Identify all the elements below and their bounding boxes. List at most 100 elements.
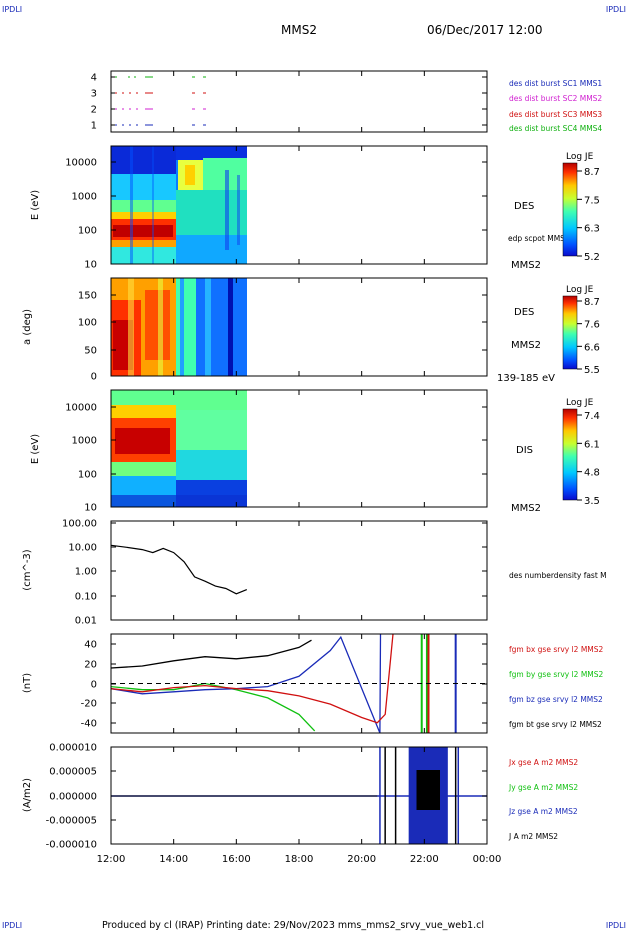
y-tick-label: 100.00	[62, 519, 97, 530]
corner-label-bottom-left: IPDLI	[2, 921, 23, 930]
heatmap-streak	[225, 170, 229, 250]
electron-energy-panel: 10000 1000 100 10 E (eV) DES edp scpot MMS2…	[30, 145, 600, 271]
magnetic-legend-by: fgm by gse srvy l2 MMS2	[509, 670, 604, 679]
magnetic-legend-bz: fgm bz gse srvy l2 MMS2	[509, 695, 603, 704]
current-lines	[111, 747, 487, 844]
burst-legend-mms1: des dist burst SC1 MMS1	[509, 79, 602, 88]
y-tick-label: 0.000000	[49, 792, 97, 803]
magnetic-ylabel: (nT)	[22, 673, 33, 693]
colorbar-3	[562, 408, 578, 501]
ion-energy-right-label-2: MMS2	[511, 503, 541, 514]
corner-label-bottom-right: IPDLI	[605, 921, 626, 930]
heatmap-region	[176, 410, 247, 450]
heatmap-region	[111, 174, 176, 202]
pitch-angle-ylabel: a (deg)	[22, 309, 33, 345]
current-legend-jx: Jx gse A m2 MMS2	[508, 758, 578, 767]
electron-energy-y-ticks: 10000 1000 100 10	[65, 158, 487, 271]
y-tick-label: 0	[91, 680, 97, 691]
colorbar-1-ticks: 8.7 7.5 6.3 5.2	[577, 167, 600, 263]
density-ylabel: (cm^-3)	[22, 549, 33, 590]
colorbar-tick-label: 7.6	[584, 320, 600, 331]
ion-energy-heatmap	[111, 390, 247, 507]
colorbar-tick-label: 6.3	[584, 224, 600, 235]
y-tick-label: -0.000010	[46, 840, 97, 851]
y-tick-label: 100	[78, 226, 97, 237]
y-tick-label: 1	[91, 121, 97, 132]
heatmap-region	[111, 200, 176, 214]
colorbar-tick-label: 6.1	[584, 439, 600, 450]
heatmap-region	[176, 278, 196, 376]
y-tick-label: 1.00	[75, 567, 97, 578]
colorbar-tick-label: 8.7	[584, 297, 600, 308]
colorbar-2	[562, 295, 578, 370]
pitch-angle-right-label-3: 139-185 eV	[497, 373, 555, 384]
y-tick-label: 10000	[65, 158, 97, 169]
heatmap-region	[196, 278, 247, 376]
current-ylabel: (A/m2)	[22, 778, 33, 812]
colorbar-tick-label: 5.2	[584, 252, 600, 263]
heatmap-streak	[152, 146, 154, 264]
heatmap-region	[111, 240, 176, 248]
current-burst-region	[416, 770, 440, 810]
heatmap-region	[111, 462, 176, 476]
density-y-ticks: 100.00 10.00 1.00 0.10 0.01	[62, 519, 487, 627]
y-tick-label: 10	[84, 503, 97, 514]
heatmap-region	[111, 212, 176, 220]
heatmap-streak	[158, 278, 163, 376]
density-lines	[110, 544, 248, 595]
electron-energy-right-label-2: edp scpot MMS2	[508, 234, 570, 243]
y-tick-label: 0.01	[75, 616, 97, 627]
colorbar-tick-label: 7.5	[584, 195, 600, 206]
magnetic-y-ticks: 40 20 0 -20 -40	[81, 640, 487, 730]
magnetic-series	[111, 682, 316, 732]
y-tick-label: 2	[91, 105, 97, 116]
colorbar-1-title: Log JE	[566, 152, 594, 162]
time-tick-label: 12:00	[97, 854, 126, 865]
burst-legend-mms3: des dist burst SC3 MMS3	[509, 110, 602, 119]
y-tick-label: 10	[84, 260, 97, 271]
heatmap-region	[176, 235, 247, 264]
heatmap-streak	[228, 278, 233, 376]
heatmap-region	[111, 247, 176, 264]
magnetic-series	[111, 634, 394, 724]
current-y-ticks: 0.000010 0.000005 0.000000 -0.000005 -0.0000…	[46, 743, 487, 851]
burst-panel-frame	[110, 70, 488, 133]
corner-label-top-right: IPDLI	[605, 5, 626, 14]
burst-panel: 4 3 2 1	[91, 70, 488, 133]
magnetic-series	[111, 634, 382, 733]
y-tick-label: 100	[78, 318, 97, 329]
y-tick-label: 20	[84, 660, 97, 671]
pitch-angle-right-label-1: DES	[514, 307, 534, 318]
ion-energy-y-ticks: 10000 1000 100 10	[65, 403, 487, 514]
magnetic-series	[111, 639, 312, 669]
electron-energy-right-label-1: DES	[514, 201, 534, 212]
y-tick-label: -0.000005	[46, 816, 97, 827]
ion-energy-ylabel: E (eV)	[30, 434, 41, 464]
colorbar-3-ticks: 7.4 6.1 4.8 3.5	[577, 411, 600, 507]
colorbar-tick-label: 4.8	[584, 468, 600, 479]
heatmap-streak	[205, 278, 211, 376]
heatmap-region	[115, 428, 170, 454]
pitch-angle-y-ticks: 150 100 50 0	[78, 291, 487, 383]
burst-legend-mms4: des dist burst SC4 MMS4	[509, 124, 602, 133]
corner-label-top-left: IPDLI	[2, 5, 23, 14]
electron-energy-heatmap	[111, 146, 247, 264]
y-tick-label: 150	[78, 291, 97, 302]
time-tick-label: 14:00	[159, 854, 188, 865]
y-tick-label: 100	[78, 470, 97, 481]
colorbar-tick-label: 7.4	[584, 411, 600, 422]
colorbar-2-ticks: 8.7 7.6 6.6 5.5	[577, 297, 600, 376]
y-tick-label: 10000	[65, 403, 97, 414]
electron-energy-right-label-3: MMS2	[511, 260, 541, 271]
heatmap-region	[145, 290, 170, 360]
date-title: 06/Dec/2017 12:00	[427, 23, 543, 37]
colorbar-tick-label: 5.5	[584, 365, 600, 376]
time-tick-label: 18:00	[285, 854, 314, 865]
heatmap-region	[176, 146, 247, 160]
colorbar-2-title: Log JE	[566, 285, 594, 295]
ion-energy-panel: 10000 1000 100 10 E (eV) DIS MMS2 Log JE 7.…	[30, 389, 600, 514]
heatmap-region	[113, 225, 173, 237]
y-tick-label: 0	[91, 372, 97, 383]
y-tick-label: 4	[91, 73, 97, 84]
